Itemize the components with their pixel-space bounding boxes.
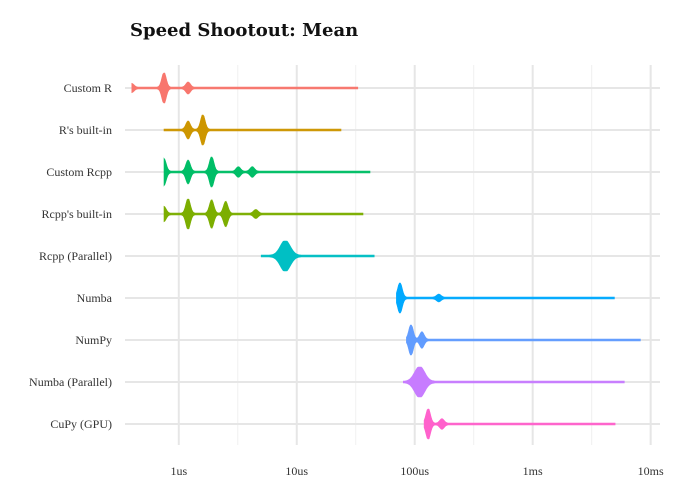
violin-cupy-gpu-	[423, 408, 616, 440]
grid	[125, 65, 660, 445]
y-tick-label: Custom R	[64, 81, 112, 95]
violin-r-s-built-in	[163, 114, 342, 146]
x-tick-label: 1us	[170, 464, 187, 478]
y-tick-label: Numba	[77, 291, 113, 305]
y-tick-label: Custom Rcpp	[46, 165, 112, 179]
y-tick-label: R's built-in	[59, 123, 112, 137]
violin-custom-r	[131, 72, 359, 104]
x-tick-label: 10ms	[638, 464, 664, 478]
x-tick-label: 100us	[400, 464, 429, 478]
violin-numba-parallel-	[402, 366, 625, 398]
y-tick-label: NumPy	[75, 333, 112, 347]
violin-rcpp-s-built-in	[163, 198, 364, 230]
violins	[131, 72, 641, 440]
violin-custom-rcpp	[163, 156, 371, 188]
y-tick-label: Rcpp (Parallel)	[39, 249, 112, 263]
x-tick-label: 10us	[285, 464, 308, 478]
y-tick-label: Numba (Parallel)	[29, 375, 112, 389]
chart-title: Speed Shootout: Mean	[130, 20, 358, 41]
y-tick-label: CuPy (GPU)	[50, 417, 112, 431]
axis-labels: 1us 10us 100us 1ms 10ms Custom R R's built-in C…	[29, 81, 664, 478]
y-tick-label: Rcpp's built-in	[42, 207, 113, 221]
x-tick-label: 1ms	[523, 464, 543, 478]
violin-rcpp-parallel-	[260, 240, 375, 272]
violin-numba	[396, 282, 615, 314]
violin-numpy	[406, 324, 641, 356]
